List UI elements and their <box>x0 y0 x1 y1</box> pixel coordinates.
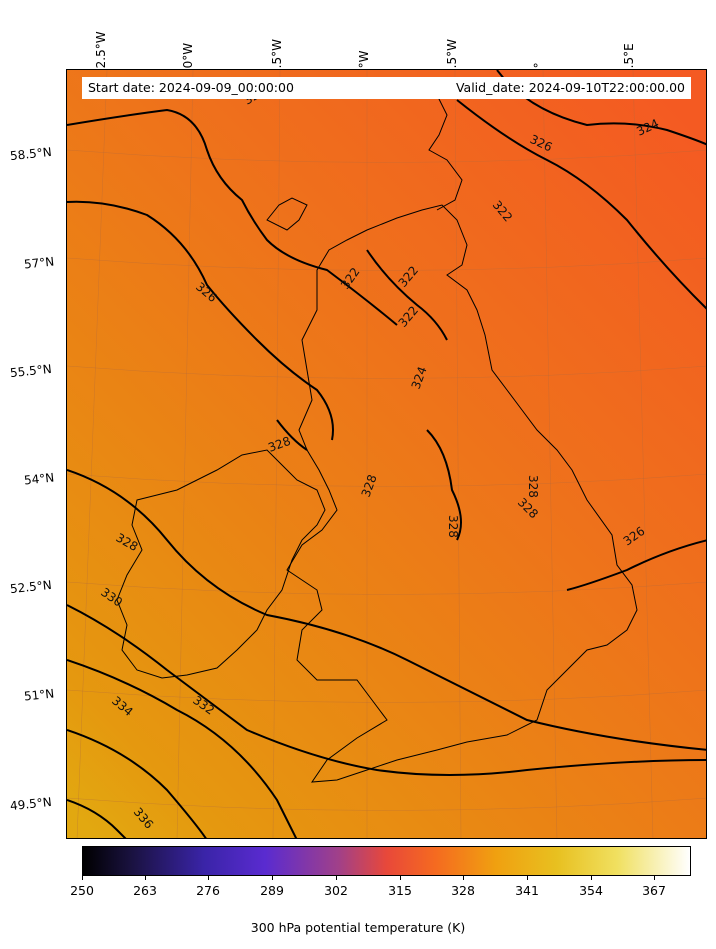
colorbar-title: 300 hPa potential temperature (K) <box>250 920 466 935</box>
lat-label: 52.5°N <box>9 577 53 597</box>
contour-334 <box>67 729 207 838</box>
contour-326 <box>67 200 334 441</box>
contour-322 <box>366 249 448 341</box>
graticule <box>67 70 706 838</box>
start-date: Start date: 2024-09-09_00:00:00 <box>88 80 294 95</box>
contour-328-inner <box>426 429 462 541</box>
colorbar-tick-label: 367 <box>642 883 666 898</box>
colorbar-tick <box>400 876 401 880</box>
colorbar-tick-label: 328 <box>451 883 475 898</box>
contour-326-north <box>456 99 706 310</box>
colorbar-tick-label: 263 <box>133 883 157 898</box>
lat-label: 51°N <box>23 686 55 704</box>
colorbar-tick-label: 315 <box>388 883 412 898</box>
lat-label: 49.5°N <box>9 794 53 814</box>
colorbar-tick-label: 276 <box>196 883 220 898</box>
colorbar-tick <box>463 876 464 880</box>
colorbar-tick-label: 250 <box>70 883 94 898</box>
contour-326-east <box>566 539 706 591</box>
coastlines <box>116 84 638 783</box>
map-canvas: 324 326 322 326 324 328 322 322 322 324 … <box>67 70 706 838</box>
colorbar-tick <box>654 876 655 880</box>
contour-324 <box>67 108 398 326</box>
contour-label: 328 <box>446 515 460 538</box>
colorbar-tick-label: 341 <box>515 883 539 898</box>
contour-324-north <box>496 70 706 146</box>
contour-328-west <box>276 419 308 451</box>
lat-label: 57°N <box>23 254 55 272</box>
colorbar-tick-label: 302 <box>324 883 348 898</box>
lat-label: 54°N <box>23 470 55 488</box>
contours <box>67 70 706 838</box>
contour-332 <box>67 659 298 838</box>
contour-330 <box>67 604 706 776</box>
contour-label: 328 <box>526 475 540 498</box>
colorbar-tick <box>336 876 337 880</box>
colorbar-tick <box>591 876 592 880</box>
colorbar-tick <box>145 876 146 880</box>
lat-label: 58.5°N <box>9 144 53 164</box>
colorbar-tick <box>208 876 209 880</box>
colorbar-tick-label: 354 <box>579 883 603 898</box>
colorbar-tick <box>527 876 528 880</box>
valid-date: Valid_date: 2024-09-10T22:00:00.00 <box>455 80 685 95</box>
contour-328 <box>67 469 706 751</box>
colorbar-tick <box>82 876 83 880</box>
contour-336 <box>67 799 127 838</box>
colorbar-tick <box>272 876 273 880</box>
map-plot-area: 324 326 322 326 324 328 322 322 322 324 … <box>66 69 707 839</box>
colorbar <box>82 846 691 876</box>
temperature-field <box>67 70 706 838</box>
date-banner: Start date: 2024-09-09_00:00:00 Valid_da… <box>82 77 691 99</box>
colorbar-tick-label: 289 <box>260 883 284 898</box>
lat-label: 55.5°N <box>9 361 53 381</box>
